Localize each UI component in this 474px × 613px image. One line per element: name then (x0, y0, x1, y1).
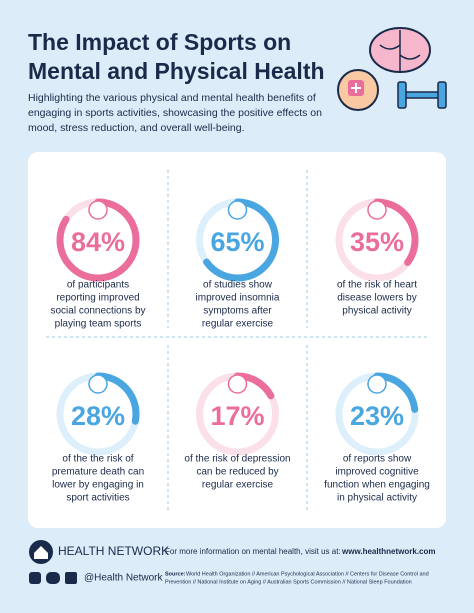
brand-name: HEALTH NETWORK (58, 544, 169, 558)
stat-description: social connections by (50, 306, 145, 317)
stat-description: disease lowers by (337, 293, 416, 304)
stat-description: lower by engaging in (52, 480, 144, 491)
stat-description: of participants (67, 280, 129, 291)
stat-description: improved insomnia (196, 293, 280, 304)
subtitle: Highlighting the various physical and me… (28, 92, 316, 104)
stat-description: reporting improved (56, 293, 139, 304)
ring-icon (227, 374, 248, 394)
stat-description: function when engaging (324, 480, 430, 491)
brand-logo (29, 540, 53, 564)
subtitle: engaging in sports activities, showcasin… (28, 107, 322, 119)
stat-description: regular exercise (202, 480, 274, 491)
stat-description: in physical activity (337, 493, 417, 504)
ring-icon (88, 374, 108, 394)
social-handle: @Health Network (84, 573, 164, 584)
stat-description: premature death can (52, 467, 144, 478)
ring-icon (227, 200, 248, 220)
stat-value: 28% (71, 401, 125, 431)
stat-value: 65% (210, 227, 264, 257)
stat-description: of studies show (203, 280, 273, 291)
source-text: Prevention // National Institute on Agin… (165, 579, 412, 585)
stat-description: playing team sports (55, 319, 142, 330)
stat-description: improved cognitive (335, 467, 419, 478)
stat-description: sport activities (66, 493, 129, 504)
stat-value: 23% (350, 401, 404, 431)
stat-description: regular exercise (202, 319, 274, 330)
stat-value: 17% (210, 401, 264, 431)
website-link[interactable]: www.healthnetwork.com (341, 547, 436, 556)
title: The Impact of Sports on (28, 29, 291, 55)
subtitle: mood, stress reduction, and overall well… (28, 122, 245, 134)
stat-description: of reports show (343, 454, 412, 465)
info-text: For more information on mental health, v… (165, 547, 341, 556)
stat-description: of the the risk of (62, 454, 133, 465)
stat-description: can be reduced by (196, 467, 278, 478)
stat-description: of the risk of depression (184, 454, 290, 465)
stat-description: symptoms after (203, 306, 272, 317)
stat-value: 84% (71, 227, 125, 257)
social-icons (29, 572, 77, 584)
source-text: World Health Organization // American Ps… (186, 571, 429, 577)
stat-description: physical activity (342, 306, 411, 317)
ring-icon (88, 200, 108, 220)
stat-value: 35% (350, 227, 404, 257)
title: Mental and Physical Health (28, 58, 325, 84)
dividers (46, 170, 428, 510)
source-label: Source: (165, 571, 186, 577)
ring-icon (367, 200, 387, 220)
stat-description: of the risk of heart (337, 280, 417, 291)
header-illustration (337, 27, 447, 111)
ring-icon (367, 374, 387, 394)
